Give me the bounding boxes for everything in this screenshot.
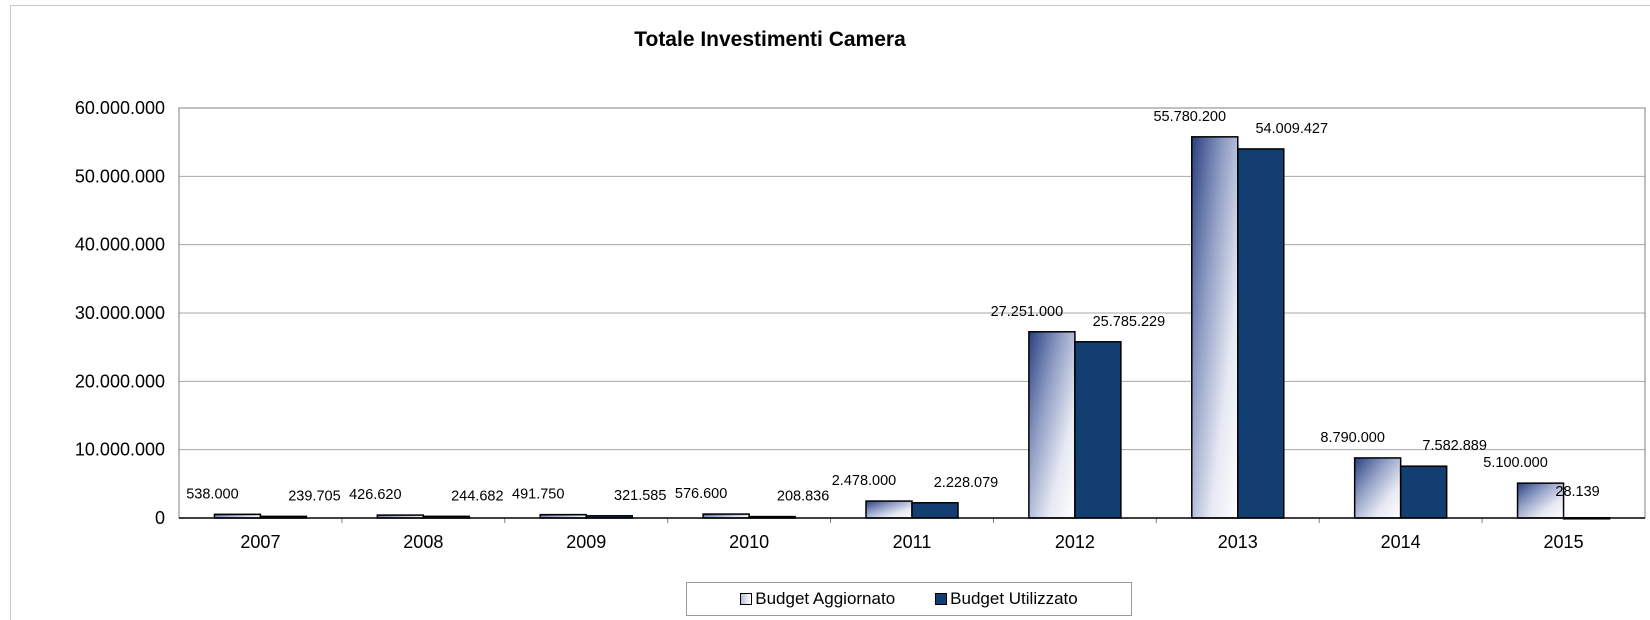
x-tick-label: 2014 — [1381, 532, 1421, 552]
x-tick-label: 2007 — [240, 532, 280, 552]
bar-budget-aggiornato — [865, 500, 913, 519]
x-tick-label: 2009 — [566, 532, 606, 552]
legend-label-budget-utilizzato: Budget Utilizzato — [950, 589, 1078, 608]
y-tick-label: 60.000.000 — [75, 98, 165, 118]
bar-budget-aggiornato — [1353, 457, 1402, 519]
legend-label-budget-aggiornato: Budget Aggiornato — [755, 589, 896, 608]
data-label-budget-aggiornato: 55.780.200 — [1153, 109, 1226, 125]
legend-item-budget-aggiornato: Budget Aggiornato — [740, 589, 895, 609]
legend-swatch-budget-aggiornato — [740, 593, 753, 605]
data-label-budget-utilizzato: 25.785.229 — [1093, 314, 1166, 330]
legend: Budget Aggiornato Budget Utilizzato — [686, 582, 1132, 616]
data-label-budget-aggiornato: 5.100.000 — [1483, 455, 1548, 471]
data-label-budget-aggiornato: 426.620 — [349, 487, 401, 503]
bar-budget-utilizzato — [1074, 341, 1122, 519]
y-tick-label: 40.000.000 — [75, 235, 165, 255]
x-tick-label: 2011 — [893, 532, 932, 552]
chart-frame — [10, 5, 1650, 620]
y-tick-label: 0 — [155, 508, 165, 528]
legend-swatch-budget-utilizzato — [935, 593, 948, 605]
bar-budget-aggiornato — [1191, 136, 1239, 519]
data-label-budget-utilizzato: 244.682 — [451, 488, 503, 504]
data-label-budget-utilizzato: 54.009.427 — [1255, 121, 1328, 137]
data-label-budget-utilizzato: 28.139 — [1555, 484, 1599, 500]
data-label-budget-utilizzato: 208.836 — [777, 489, 829, 505]
y-tick-label: 30.000.000 — [75, 303, 165, 323]
data-label-budget-utilizzato: 239.705 — [288, 488, 340, 504]
y-tick-label: 10.000.000 — [75, 440, 165, 460]
bar-budget-aggiornato — [1516, 482, 1565, 519]
chart-title: Totale Investimenti Camera — [634, 28, 906, 51]
data-label-budget-utilizzato: 7.582.889 — [1422, 438, 1487, 454]
bar-budget-utilizzato — [1237, 148, 1285, 519]
data-label-budget-aggiornato: 491.750 — [512, 487, 564, 503]
x-tick-label: 2008 — [403, 532, 443, 552]
data-label-budget-aggiornato: 2.478.000 — [832, 473, 897, 489]
data-label-budget-utilizzato: 2.228.079 — [934, 475, 999, 491]
bar-budget-aggiornato — [1028, 331, 1076, 519]
x-tick-label: 2015 — [1544, 532, 1584, 552]
x-tick-label: 2010 — [729, 532, 769, 552]
data-label-budget-aggiornato: 8.790.000 — [1320, 430, 1385, 446]
data-label-budget-aggiornato: 538.000 — [186, 486, 238, 502]
legend-item-budget-utilizzato: Budget Utilizzato — [935, 589, 1078, 609]
x-tick-label: 2012 — [1055, 532, 1095, 552]
y-tick-label: 20.000.000 — [75, 371, 165, 391]
x-tick-label: 2013 — [1218, 532, 1258, 552]
y-tick-label: 50.000.000 — [75, 166, 165, 186]
data-label-budget-utilizzato: 321.585 — [614, 488, 666, 504]
data-label-budget-aggiornato: 27.251.000 — [991, 304, 1064, 320]
bar-budget-utilizzato — [1399, 465, 1448, 519]
bar-budget-utilizzato — [911, 502, 959, 519]
data-label-budget-aggiornato: 576.600 — [675, 486, 727, 502]
